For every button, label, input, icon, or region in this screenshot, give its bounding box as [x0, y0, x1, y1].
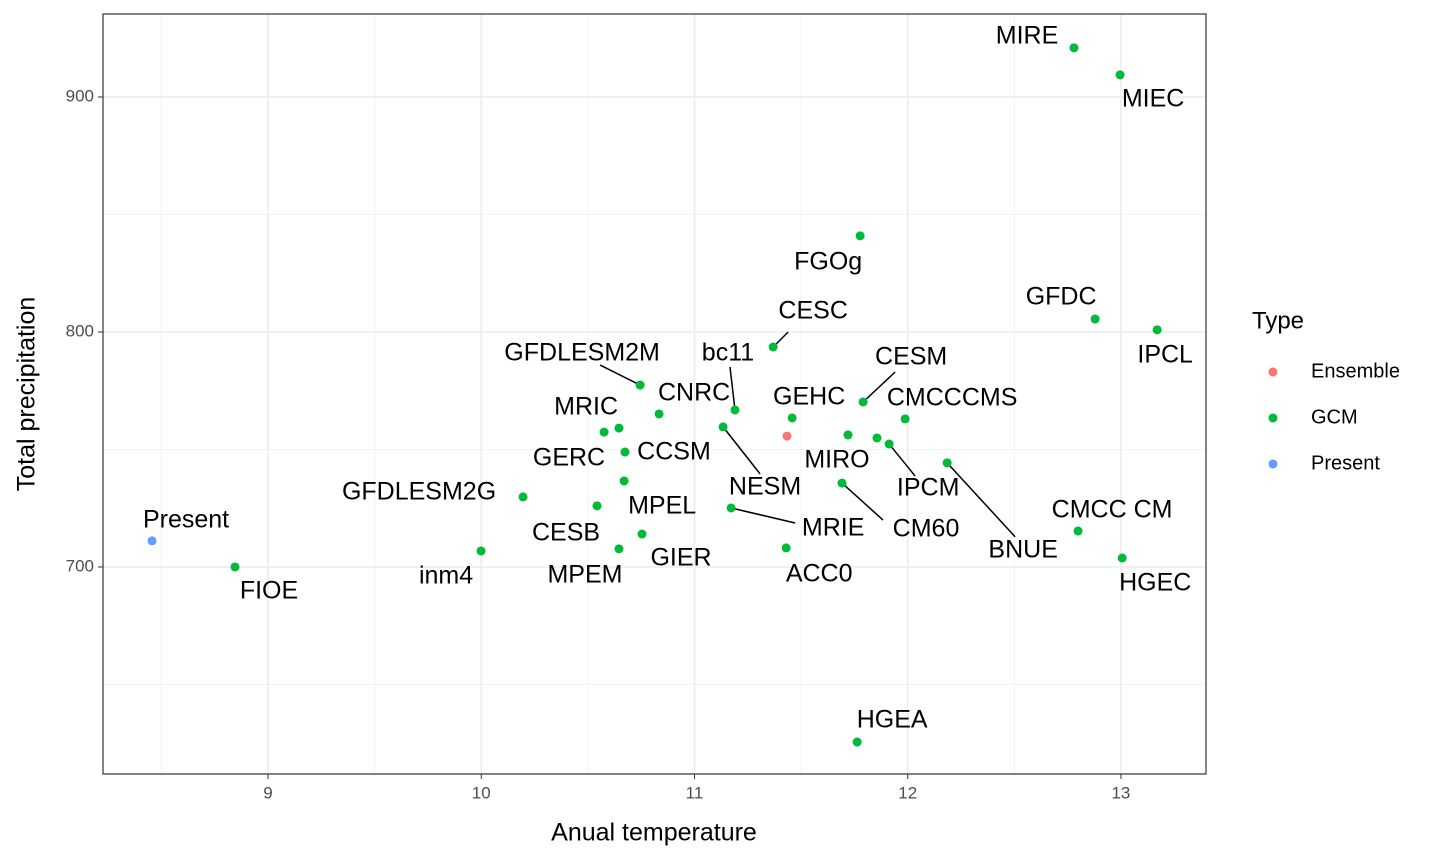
point: [837, 478, 847, 488]
legend-key: [1268, 459, 1278, 469]
point: [1115, 70, 1125, 80]
point-label: CCSM: [637, 438, 711, 466]
y-axis-title: Total precipitation: [13, 297, 41, 492]
point: [637, 529, 647, 539]
leader-line: [841, 482, 884, 521]
point-label: IPCL: [1137, 340, 1193, 368]
point-label: MPEL: [628, 492, 696, 520]
point: [620, 447, 630, 457]
point-label: GFDLESM2M: [504, 339, 660, 367]
point: [614, 423, 624, 433]
point: [654, 409, 664, 419]
point-label: GFDLESM2G: [342, 478, 496, 506]
x-tick-label: 13: [1111, 783, 1130, 802]
x-axis-title: Anual temperature: [551, 819, 757, 847]
point: [718, 422, 728, 432]
legend-key: [1268, 367, 1278, 377]
y-tick-label: 900: [66, 86, 94, 105]
point: [855, 231, 865, 241]
point: [1117, 553, 1127, 563]
point: [782, 431, 792, 441]
plot-border: [102, 13, 1207, 775]
point-label: BNUE: [988, 535, 1057, 563]
point-label: MIRO: [804, 445, 869, 473]
point: [1152, 325, 1162, 335]
legend-label: GCM: [1311, 406, 1358, 428]
point-label: MRIC: [554, 393, 618, 421]
point: [872, 433, 882, 443]
point: [843, 430, 853, 440]
point: [781, 543, 791, 553]
x-tick-label: 9: [263, 783, 272, 802]
y-tick-label: 700: [66, 556, 94, 575]
point-label: GFDC: [1026, 283, 1097, 311]
legend-label: Present: [1311, 452, 1380, 474]
point: [768, 342, 778, 352]
leader-line: [599, 364, 641, 386]
point-label: NESM: [729, 473, 801, 501]
point: [852, 737, 862, 747]
point: [1090, 314, 1100, 324]
point-label: MPEM: [547, 560, 622, 588]
legend-label: Ensemble: [1311, 360, 1400, 382]
point: [1069, 43, 1079, 53]
point-label: CNRC: [658, 379, 730, 407]
point: [942, 458, 952, 468]
point-label: MIEC: [1122, 84, 1185, 112]
point: [884, 439, 894, 449]
point-label: inm4: [419, 562, 473, 590]
point-label: HGEA: [857, 706, 928, 734]
point: [900, 414, 910, 424]
point: [619, 476, 629, 486]
point-label: CMCC CM: [1052, 496, 1173, 524]
point-label: Present: [143, 505, 229, 533]
point-label: CMCCCMS: [887, 384, 1018, 412]
point-label: FIOE: [240, 577, 298, 605]
point: [592, 501, 602, 511]
point-label: CESM: [875, 343, 947, 371]
point: [614, 544, 624, 554]
point: [787, 413, 797, 423]
leader-line: [730, 507, 796, 524]
point: [147, 536, 157, 546]
point: [726, 503, 736, 513]
point-label: CESB: [532, 518, 600, 546]
leader-line: [722, 426, 761, 475]
point: [730, 405, 740, 415]
x-tick-label: 10: [472, 783, 491, 802]
leader-line: [862, 371, 896, 403]
point-label: FGOg: [794, 247, 862, 275]
legend-title: Type: [1252, 307, 1304, 334]
x-tick-label: 11: [686, 783, 704, 802]
leader-line: [888, 443, 916, 477]
point-label: ACC0: [786, 560, 853, 588]
leader-line: [729, 366, 736, 411]
point: [476, 546, 486, 556]
point-label: GIER: [650, 544, 711, 572]
point-label: GEHC: [773, 383, 845, 411]
point: [858, 397, 868, 407]
point-label: GERC: [533, 444, 605, 472]
point-label: IPCM: [897, 474, 960, 502]
legend-key: [1268, 413, 1278, 423]
point: [230, 562, 240, 572]
point-label: MIRE: [996, 21, 1059, 49]
point: [518, 492, 528, 502]
point-label: CESC: [778, 297, 847, 325]
leader-line: [946, 462, 1016, 538]
x-tick-label: 12: [898, 783, 917, 802]
point: [599, 427, 609, 437]
point-label: CM60: [893, 515, 960, 543]
point-label: bc11: [702, 339, 754, 367]
point: [1073, 526, 1083, 536]
y-tick-label: 800: [66, 321, 94, 340]
point-label: HGEC: [1119, 569, 1191, 597]
point: [635, 380, 645, 390]
point-label: MRIE: [802, 514, 865, 542]
